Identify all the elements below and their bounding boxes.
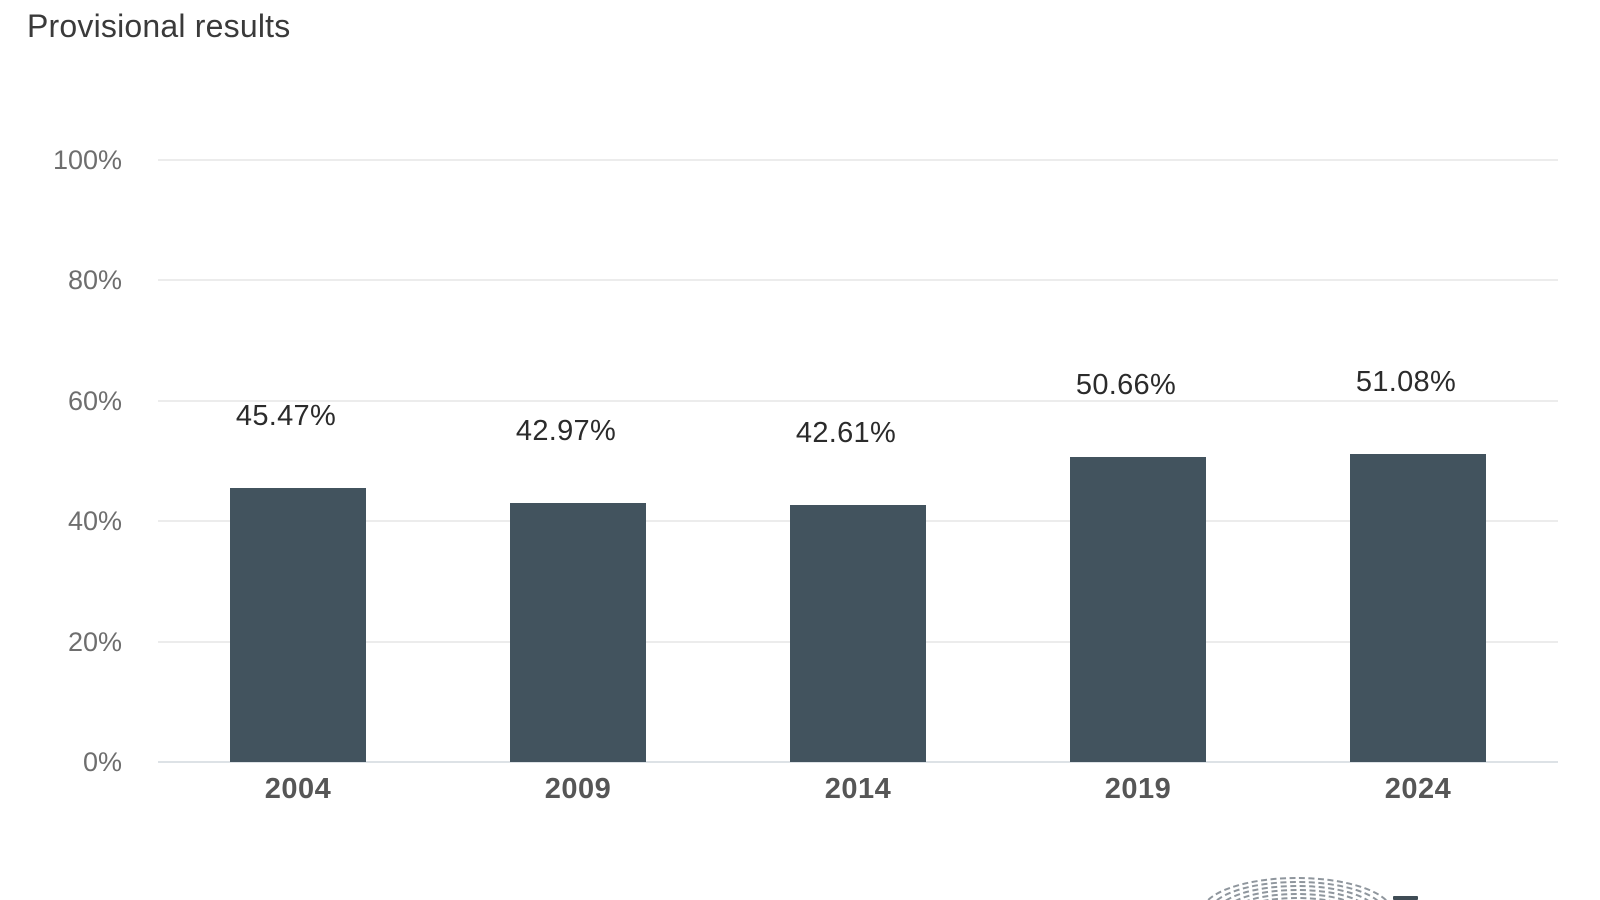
x-axis-label-2024: 2024 <box>1384 773 1452 805</box>
value-label-2019: 50.66% <box>1075 369 1177 402</box>
bar-2009 <box>510 503 646 762</box>
x-axis-label-2009: 2009 <box>544 773 612 805</box>
gridline-100 <box>158 159 1558 161</box>
bar-2019 <box>1070 457 1206 762</box>
bar-2004 <box>230 488 366 762</box>
bar-2024 <box>1350 454 1486 762</box>
y-axis-label-60: 60% <box>67 385 122 416</box>
y-axis-label-40: 40% <box>67 506 122 537</box>
value-label-2014: 42.61% <box>795 417 897 450</box>
x-axis-label-2019: 2019 <box>1104 773 1172 805</box>
european-parliament-logo <box>1198 870 1438 900</box>
y-axis-label-80: 80% <box>67 265 122 296</box>
logo-text-fragment <box>1393 896 1418 900</box>
x-axis-label-2004: 2004 <box>264 773 332 805</box>
y-axis-label-0: 0% <box>82 747 122 777</box>
y-axis-label-20: 20% <box>67 626 122 657</box>
x-axis-label-2014: 2014 <box>824 773 892 805</box>
gridline-0 <box>158 761 1558 763</box>
bar-2014 <box>790 505 926 762</box>
gridline-60 <box>158 399 1558 402</box>
chart-title: Provisional results <box>27 8 291 44</box>
value-label-2009: 42.97% <box>515 415 617 448</box>
hemicycle-arcs-icon <box>1206 877 1388 900</box>
gridline-80 <box>158 279 1558 282</box>
y-axis-label-100: 100% <box>52 145 122 175</box>
value-label-2004: 45.47% <box>235 400 337 433</box>
value-label-2024: 51.08% <box>1355 366 1457 399</box>
